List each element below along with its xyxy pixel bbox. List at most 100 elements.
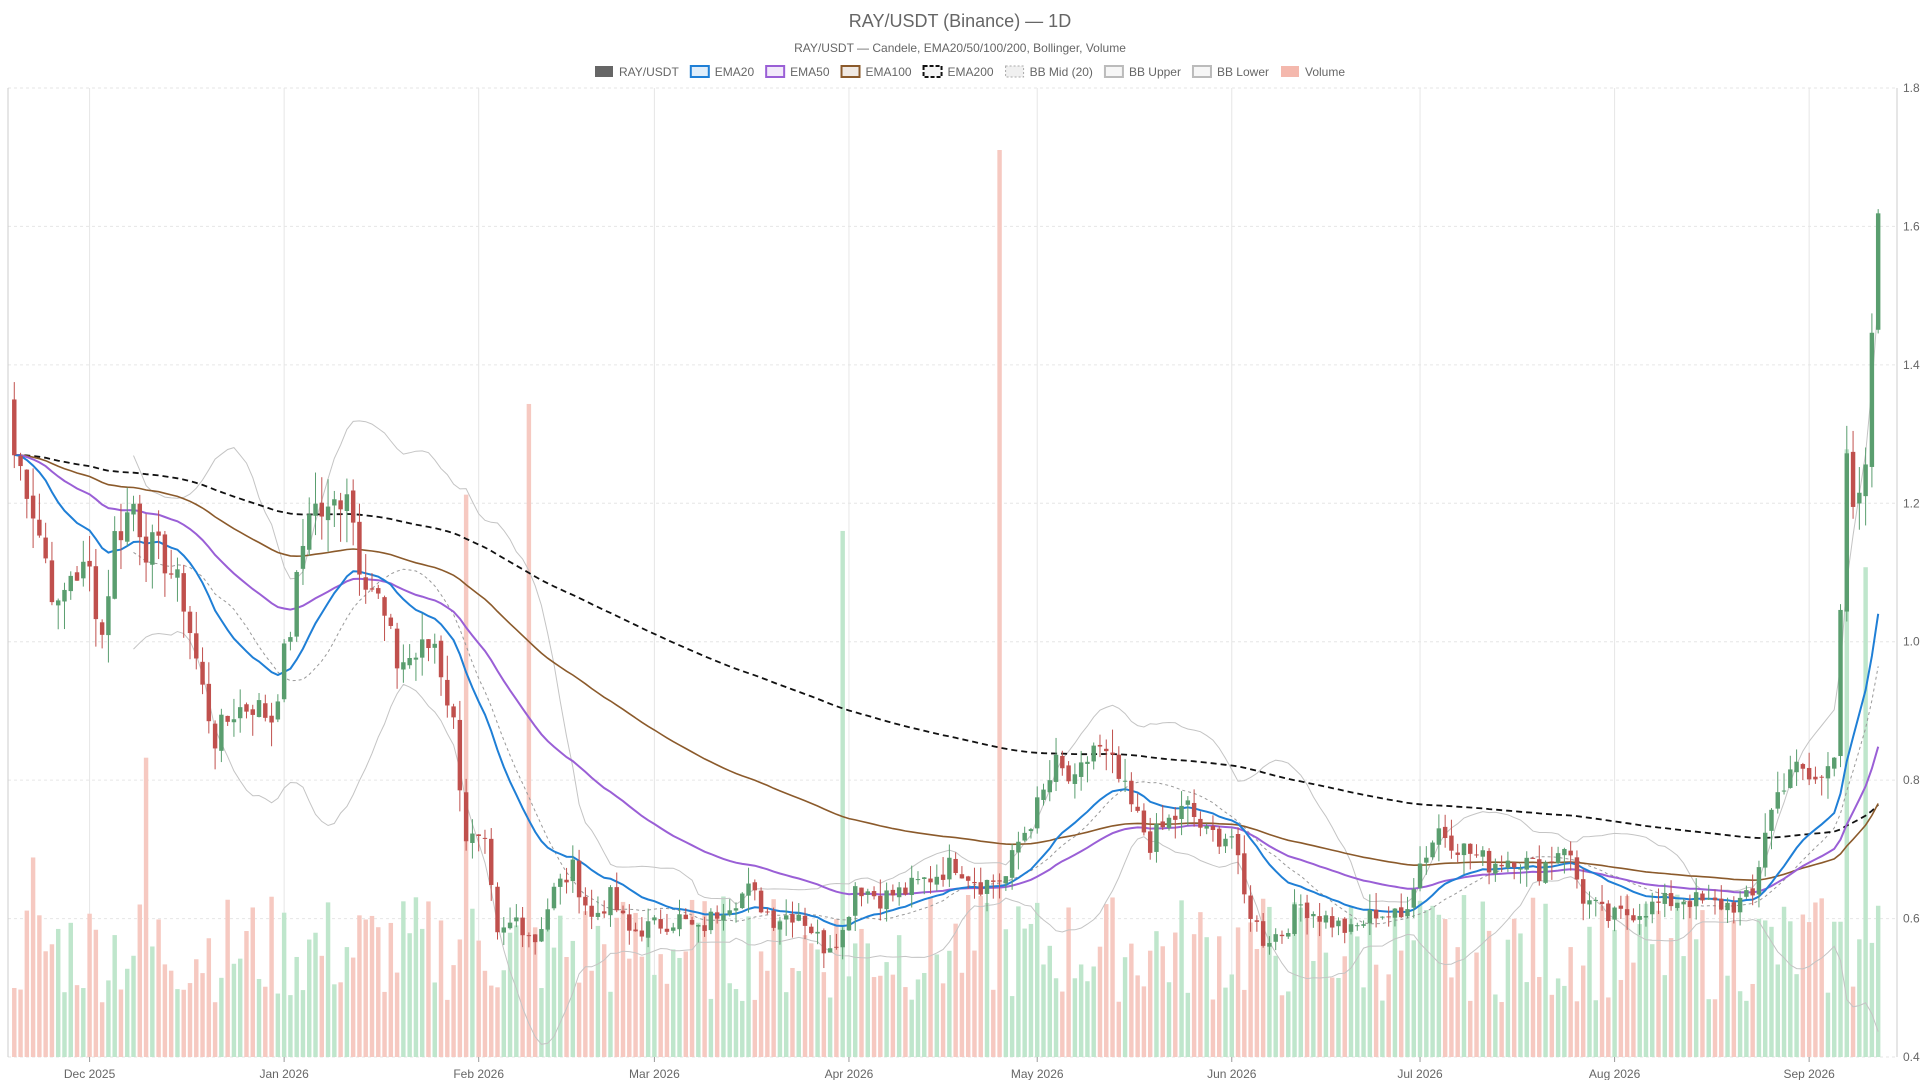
volume-bar (1819, 898, 1824, 1057)
volume-bar (288, 995, 293, 1057)
candle-body (451, 706, 456, 718)
legend-swatch (765, 65, 786, 78)
candle-body (1863, 464, 1868, 497)
volume-bar (608, 991, 613, 1057)
volume-bar (821, 972, 827, 1057)
candle-body (1449, 835, 1454, 851)
candle-body (997, 880, 1002, 882)
volume-bar (12, 987, 17, 1057)
candle-body (1700, 893, 1705, 901)
volume-bar (150, 946, 155, 1057)
volume-bar (325, 902, 331, 1057)
volume-bar (1047, 945, 1052, 1057)
volume-bar (156, 919, 161, 1057)
candle-body (68, 575, 73, 592)
volume-bar (1643, 903, 1649, 1057)
volume-bar (1606, 997, 1611, 1057)
candle-body (878, 895, 883, 909)
candle-body (658, 919, 663, 929)
volume-bar (601, 944, 607, 1057)
volume-bar (407, 933, 412, 1057)
volume-bar (1003, 929, 1009, 1057)
volume-bar (714, 911, 720, 1057)
legend-label: Volume (1305, 65, 1345, 79)
volume-bar (313, 932, 318, 1057)
volume-bar (1323, 952, 1329, 1057)
candle-body (194, 633, 199, 659)
volume-bar (1474, 952, 1479, 1057)
candle-body (476, 834, 481, 836)
candle-body (212, 723, 218, 749)
volume-bar (859, 928, 864, 1057)
axes: 0.4 0.6 0.8 1.0 1.2 1.4 1.6 1.8 Dec 2025 Jan 2026… (7, 81, 1920, 1080)
volume-bar (633, 912, 638, 1057)
candle-body (12, 399, 17, 456)
volume-bar (796, 971, 801, 1057)
candle-body (1599, 901, 1605, 904)
volume-bar (1844, 449, 1850, 1057)
volume-bar (1085, 981, 1090, 1057)
candle-body (275, 701, 281, 720)
volume-bar (620, 901, 626, 1057)
x-tick-label: Apr 2026 (825, 1067, 874, 1080)
legend-swatch (689, 65, 710, 78)
candle-body (514, 917, 519, 922)
volume-bar (1869, 942, 1875, 1057)
candle-body (714, 912, 720, 919)
candle-body (1129, 780, 1134, 805)
volume-bar (790, 967, 795, 1057)
candle-body (545, 909, 550, 930)
bb-upper-line (133, 300, 1879, 906)
volume-bar (87, 913, 92, 1057)
candle-body (332, 499, 337, 506)
ema200-line (14, 453, 1879, 839)
candle-body (256, 700, 262, 717)
candle-body (1248, 895, 1253, 919)
candle-body (1173, 815, 1178, 820)
candle-body (489, 838, 494, 885)
volume-bar (576, 982, 582, 1057)
y-tick-label: 0.8 (1903, 773, 1920, 787)
volume-bar (1380, 1000, 1385, 1057)
volume-bar (1191, 934, 1197, 1057)
candle-body (1254, 920, 1260, 922)
volume-bar (1386, 974, 1391, 1057)
candle-body (1643, 915, 1649, 918)
volume-bar (432, 982, 437, 1057)
volume-bar (401, 901, 406, 1057)
volume-bar (55, 928, 61, 1057)
volume-bar (1279, 995, 1285, 1057)
volume-bar (344, 947, 350, 1057)
volume-bar (338, 982, 343, 1057)
volume-bar (827, 997, 833, 1057)
volume-bar (1618, 979, 1624, 1057)
volume-bar (1693, 939, 1699, 1057)
volume-bar (62, 992, 67, 1057)
volume-bar (733, 989, 739, 1057)
volume-bar (1060, 991, 1065, 1057)
volume-bar (1744, 1000, 1749, 1057)
volume-bar (81, 988, 86, 1057)
volume-bar (1367, 920, 1373, 1057)
legend-swatch (1005, 65, 1025, 78)
candle-body (1085, 761, 1090, 764)
candle-body (740, 893, 745, 909)
volume-bar (382, 991, 387, 1057)
candle-body (288, 637, 293, 642)
volume-bar (68, 922, 73, 1057)
candle-body (620, 910, 626, 914)
candle-body (865, 891, 870, 895)
candle-body (645, 921, 651, 938)
volume-bar (928, 898, 933, 1057)
candle-body (482, 837, 488, 839)
volume-bar (1806, 922, 1812, 1057)
candle-body (1147, 831, 1153, 853)
candle-body (1543, 862, 1548, 883)
candle-body (225, 715, 230, 722)
candle-body (1587, 900, 1592, 905)
volume-bar (671, 949, 676, 1057)
volume-bar (1587, 926, 1592, 1057)
volume-bar (1267, 906, 1272, 1057)
volume-bar (388, 922, 394, 1057)
candle-body (1198, 818, 1203, 828)
